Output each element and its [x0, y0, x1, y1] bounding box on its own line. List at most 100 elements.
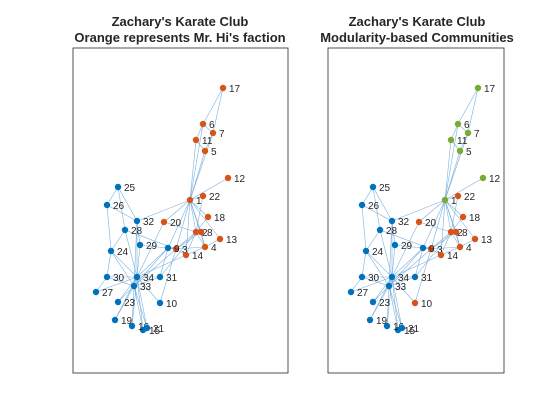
edge-24-26	[361, 204, 367, 252]
node-33	[385, 282, 393, 290]
edge-16-33	[131, 285, 135, 327]
node-13	[216, 235, 224, 243]
edge-24-34	[365, 250, 393, 278]
node-32	[388, 217, 396, 225]
edge-1-20	[418, 199, 446, 223]
edge-16-33	[386, 285, 390, 327]
edge-24-33	[110, 250, 135, 287]
node-label-30: 30	[368, 273, 380, 284]
node-6	[454, 120, 462, 128]
edge-1-3	[175, 199, 191, 250]
node-label-16: 16	[393, 322, 405, 333]
edge-7-17	[212, 87, 224, 134]
edge-15-34	[136, 276, 144, 331]
edge-2-20	[163, 221, 197, 233]
node-34	[133, 273, 141, 281]
node-label-25: 25	[379, 183, 391, 194]
node-label-32: 32	[143, 217, 155, 228]
edge-26-32	[361, 204, 393, 222]
node-31	[411, 273, 419, 281]
node-label-10: 10	[166, 299, 178, 310]
edge-25-26	[106, 186, 119, 206]
edge-31-33	[388, 276, 416, 287]
node-label-19: 19	[376, 316, 388, 327]
edge-1-7	[444, 132, 469, 201]
node-label-4: 4	[466, 243, 472, 254]
edge-9-34	[391, 247, 424, 278]
node-label-21: 21	[153, 324, 165, 335]
node-label-9: 9	[174, 244, 180, 255]
node-label-7: 7	[474, 129, 480, 140]
node-29	[136, 241, 144, 249]
node-12	[224, 174, 232, 182]
edge-30-33	[106, 276, 135, 287]
node-label-28: 28	[386, 226, 398, 237]
right-graph-panel: Zachary's Karate Club Modularity-based C…	[320, 14, 514, 374]
node-8	[452, 228, 460, 236]
node-20	[415, 218, 423, 226]
node-label-3: 3	[182, 245, 188, 256]
node-26	[358, 201, 366, 209]
node-label-27: 27	[357, 288, 369, 299]
edge-25-28	[117, 186, 126, 231]
node-label-21: 21	[408, 324, 420, 335]
node-label-3: 3	[437, 245, 443, 256]
node-27	[347, 288, 355, 296]
edge-3-33	[133, 248, 177, 287]
edge-9-31	[159, 247, 169, 278]
edge-1-6	[444, 123, 459, 201]
edge-1-9	[422, 199, 446, 249]
edge-24-26	[106, 204, 112, 252]
edge-21-34	[391, 276, 403, 329]
node-label-1: 1	[196, 196, 202, 207]
edge-9-34	[136, 247, 169, 278]
node-6	[199, 120, 207, 128]
edge-15-34	[391, 276, 399, 331]
node-label-11: 11	[457, 136, 468, 147]
edge-2-14	[185, 231, 197, 256]
node-4	[201, 243, 209, 251]
node-label-22: 22	[464, 192, 476, 203]
node-21	[143, 324, 151, 332]
left-panel-subtitle: Orange represents Mr. Hi's faction	[74, 30, 285, 45]
edge-4-14	[440, 246, 461, 256]
edge-2-22	[195, 195, 204, 233]
node-7	[464, 129, 472, 137]
node-label-2: 2	[202, 228, 208, 239]
edge-20-34	[391, 221, 420, 278]
edge-29-34	[136, 244, 141, 278]
node-label-27: 27	[102, 288, 114, 299]
edge-23-34	[117, 276, 138, 303]
node-label-4: 4	[211, 243, 217, 254]
edge-6-17	[202, 87, 224, 125]
edge-1-12	[189, 177, 229, 201]
right-panel-subtitle: Modularity-based Communities	[320, 30, 514, 45]
node-label-33: 33	[140, 282, 152, 293]
node-label-16: 16	[138, 322, 150, 333]
node-label-11: 11	[202, 136, 213, 147]
node-16	[128, 322, 136, 330]
edge-1-14	[185, 199, 191, 256]
edge-5-7	[204, 132, 214, 152]
edge-3-33	[388, 248, 432, 287]
edge-1-13	[189, 199, 221, 240]
node-label-24: 24	[117, 247, 129, 258]
node-label-7: 7	[219, 129, 225, 140]
node-28	[376, 226, 384, 234]
node-21	[398, 324, 406, 332]
node-11	[192, 136, 200, 144]
node-label-33: 33	[395, 282, 407, 293]
node-label-2: 2	[457, 228, 463, 239]
node-33	[130, 282, 138, 290]
node-26	[103, 201, 111, 209]
edge-1-13	[444, 199, 476, 240]
node-9	[419, 244, 427, 252]
node-label-6: 6	[464, 120, 470, 131]
node-label-18: 18	[469, 213, 481, 224]
edge-24-28	[365, 229, 381, 252]
edge-2-18	[450, 216, 464, 233]
edge-27-34	[350, 276, 393, 293]
edge-23-33	[117, 285, 135, 303]
node-label-34: 34	[398, 273, 410, 284]
